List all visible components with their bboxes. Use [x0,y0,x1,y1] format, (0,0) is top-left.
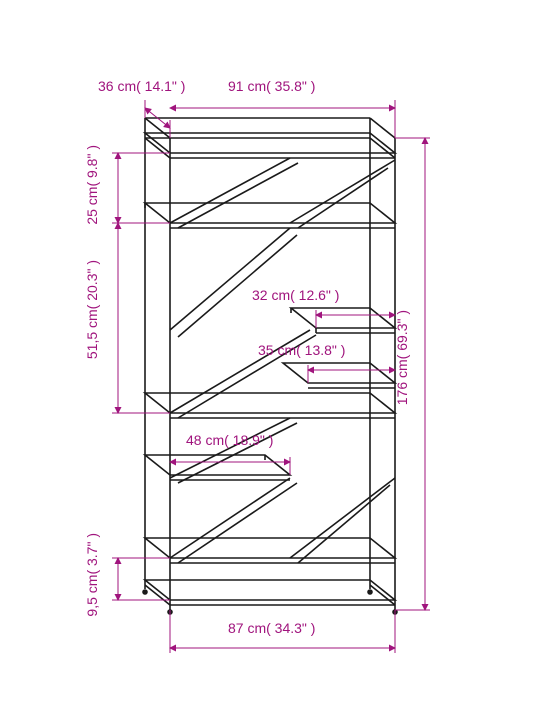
dim-35: 35 cm( 13.8" ) [258,342,345,358]
dim-h1: 25 cm( 9.8" ) [84,145,100,225]
dim-depth: 36 cm( 14.1" ) [98,78,185,94]
dimension-diagram: { "diagram": { "type": "technical-dimens… [0,0,540,720]
dim-h3: 9,5 cm( 3.7" ) [84,533,100,617]
dim-48: 48 cm( 18.9" ) [186,432,273,448]
drawing-svg [0,0,540,720]
dim-width-top: 91 cm( 35.8" ) [228,78,315,94]
dimension-lines [112,100,430,653]
dim-32: 32 cm( 12.6" ) [252,287,339,303]
dim-height: 176 cm( 69.3" ) [394,310,410,405]
dim-h2: 51,5 cm( 20.3" ) [84,260,100,359]
dim-width-bottom: 87 cm( 34.3" ) [228,620,315,636]
shelf-structure [143,118,397,614]
